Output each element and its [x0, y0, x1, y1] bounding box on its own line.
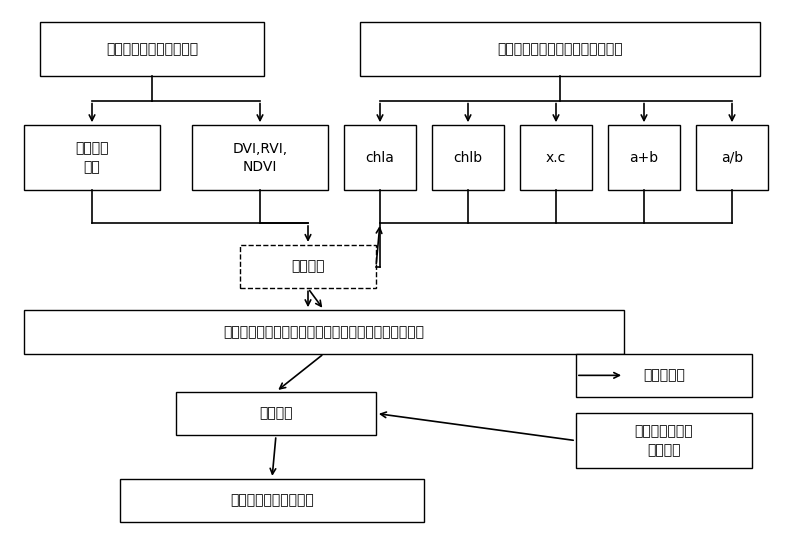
FancyBboxPatch shape	[360, 22, 760, 76]
FancyBboxPatch shape	[344, 125, 416, 190]
Text: 基于冠层光谱的烤烟鲜叶片叶绿素含量预测模型的构建: 基于冠层光谱的烤烟鲜叶片叶绿素含量预测模型的构建	[223, 325, 425, 339]
FancyBboxPatch shape	[696, 125, 768, 190]
FancyBboxPatch shape	[520, 125, 592, 190]
FancyBboxPatch shape	[608, 125, 680, 190]
FancyBboxPatch shape	[240, 245, 376, 288]
FancyBboxPatch shape	[576, 413, 752, 468]
FancyBboxPatch shape	[432, 125, 504, 190]
Text: chlb: chlb	[454, 151, 482, 165]
Text: 校正样品冠层光谱的测定: 校正样品冠层光谱的测定	[106, 42, 198, 56]
Text: x.c: x.c	[546, 151, 566, 165]
Text: 待测样品的叶绿素含量: 待测样品的叶绿素含量	[230, 493, 314, 508]
FancyBboxPatch shape	[24, 310, 624, 354]
FancyBboxPatch shape	[40, 22, 264, 76]
Text: a/b: a/b	[721, 151, 743, 165]
FancyBboxPatch shape	[176, 392, 376, 435]
Text: a+b: a+b	[630, 151, 658, 165]
FancyBboxPatch shape	[120, 479, 424, 522]
Text: 单波段反
射率: 单波段反 射率	[75, 141, 109, 174]
FancyBboxPatch shape	[24, 125, 160, 190]
Text: 待测样品的冠层
光谱数据: 待测样品的冠层 光谱数据	[634, 424, 694, 457]
FancyBboxPatch shape	[576, 354, 752, 397]
Text: DVI,RVI,
NDVI: DVI,RVI, NDVI	[233, 141, 287, 174]
Text: 校正样品叶绿素含量的实验室测定: 校正样品叶绿素含量的实验室测定	[497, 42, 623, 56]
FancyBboxPatch shape	[192, 125, 328, 190]
Text: 统计方法: 统计方法	[291, 259, 325, 274]
Text: 预测模型: 预测模型	[259, 406, 293, 421]
Text: 模型的检验: 模型的检验	[643, 368, 685, 382]
Text: chla: chla	[366, 151, 394, 165]
